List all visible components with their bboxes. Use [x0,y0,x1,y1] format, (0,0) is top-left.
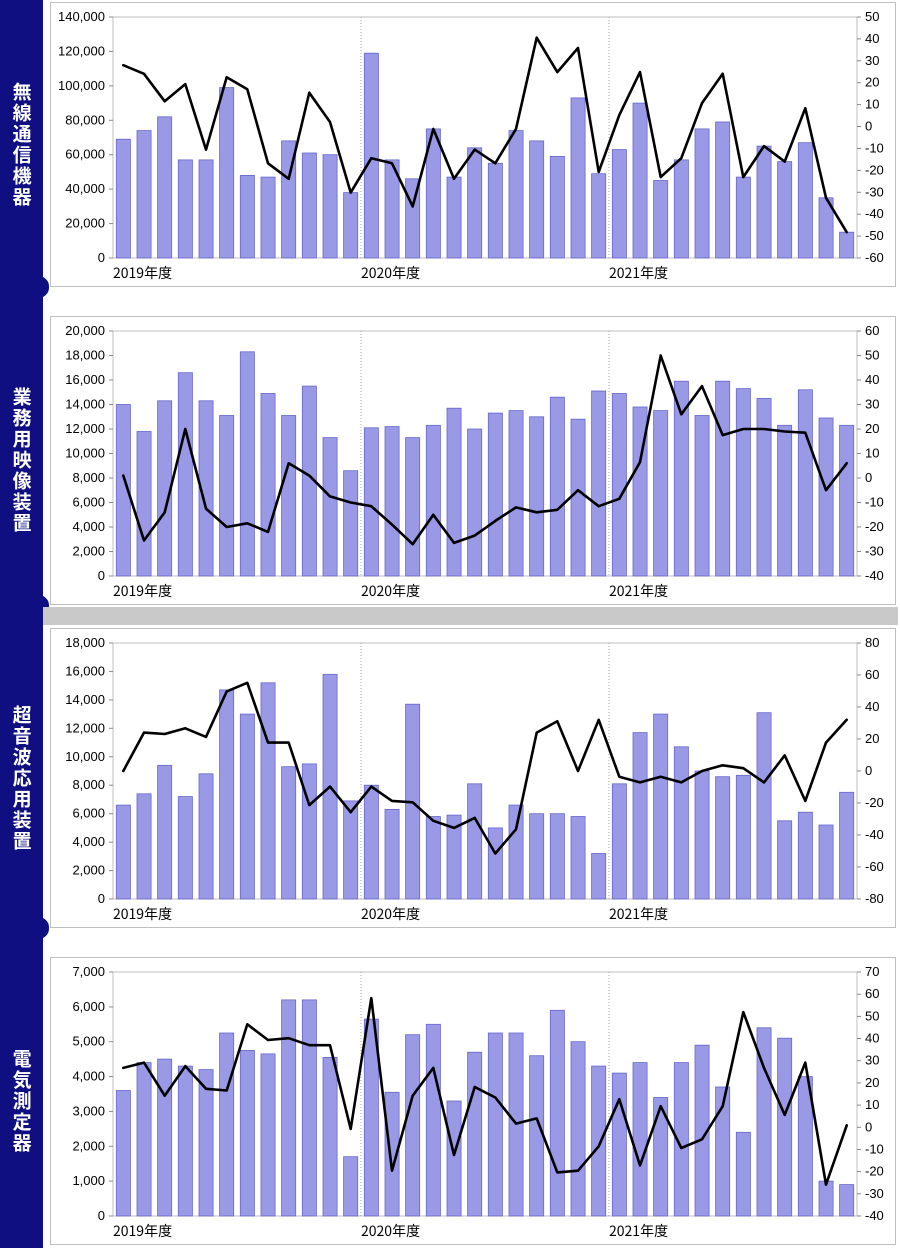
svg-text:-30: -30 [865,184,884,199]
svg-text:0: 0 [865,1119,872,1134]
svg-text:60,000: 60,000 [65,147,105,162]
svg-text:-30: -30 [865,1186,884,1201]
svg-text:4,000: 4,000 [72,834,105,849]
svg-text:140,000: 140,000 [58,9,105,24]
svg-text:2,000: 2,000 [72,1138,105,1153]
svg-text:-60: -60 [865,859,884,874]
svg-text:30: 30 [865,1053,879,1068]
svg-text:2,000: 2,000 [72,863,105,878]
svg-text:40: 40 [865,372,879,387]
svg-text:12,000: 12,000 [65,720,105,735]
svg-text:0: 0 [865,763,872,778]
svg-text:6,000: 6,000 [72,495,105,510]
svg-text:-40: -40 [865,568,884,583]
svg-text:2019年度: 2019年度 [113,904,172,924]
svg-text:10: 10 [865,1097,879,1112]
svg-text:80: 80 [865,635,879,650]
svg-text:70: 70 [865,964,879,979]
svg-text:5,000: 5,000 [72,1034,105,1049]
svg-text:2020年度: 2020年度 [361,581,420,601]
svg-text:8,000: 8,000 [72,470,105,485]
svg-text:2019年度: 2019年度 [113,1221,172,1241]
svg-text:14,000: 14,000 [65,692,105,707]
svg-text:-30: -30 [865,544,884,559]
svg-text:-20: -20 [865,1164,884,1179]
svg-text:0: 0 [865,119,872,134]
svg-text:50: 50 [865,1008,879,1023]
svg-text:20,000: 20,000 [65,216,105,231]
svg-text:40: 40 [865,31,879,46]
svg-text:40: 40 [865,699,879,714]
svg-text:0: 0 [865,470,872,485]
svg-text:120,000: 120,000 [58,43,105,58]
svg-text:-80: -80 [865,891,884,906]
svg-text:6,000: 6,000 [72,999,105,1014]
svg-text:60: 60 [865,986,879,1001]
svg-text:60: 60 [865,667,879,682]
svg-text:18,000: 18,000 [65,635,105,650]
svg-text:10,000: 10,000 [65,446,105,461]
svg-text:2020年度: 2020年度 [361,263,420,283]
svg-text:3,000: 3,000 [72,1103,105,1118]
svg-text:16,000: 16,000 [65,663,105,678]
svg-text:20: 20 [865,1075,879,1090]
svg-text:40: 40 [865,1031,879,1046]
svg-text:0: 0 [98,568,105,583]
svg-text:10,000: 10,000 [65,749,105,764]
svg-text:50: 50 [865,9,879,24]
svg-text:14,000: 14,000 [65,397,105,412]
svg-text:0: 0 [98,250,105,265]
svg-text:30: 30 [865,397,879,412]
svg-text:-20: -20 [865,162,884,177]
svg-text:20: 20 [865,731,879,746]
svg-text:60: 60 [865,323,879,338]
svg-text:-50: -50 [865,228,884,243]
svg-text:40,000: 40,000 [65,181,105,196]
svg-text:2020年度: 2020年度 [361,904,420,924]
svg-text:4,000: 4,000 [72,519,105,534]
svg-text:2021年度: 2021年度 [609,1221,668,1241]
svg-text:0: 0 [98,1208,105,1223]
svg-text:20,000: 20,000 [65,323,105,338]
svg-text:8,000: 8,000 [72,777,105,792]
svg-text:-60: -60 [865,250,884,265]
svg-text:2021年度: 2021年度 [609,904,668,924]
svg-text:-40: -40 [865,1208,884,1223]
svg-text:0: 0 [98,891,105,906]
svg-text:-40: -40 [865,827,884,842]
svg-text:20: 20 [865,421,879,436]
svg-text:30: 30 [865,53,879,68]
svg-text:2,000: 2,000 [72,544,105,559]
svg-text:80,000: 80,000 [65,112,105,127]
svg-text:-20: -20 [865,795,884,810]
svg-text:100,000: 100,000 [58,78,105,93]
svg-text:20: 20 [865,75,879,90]
svg-text:2021年度: 2021年度 [609,263,668,283]
svg-text:16,000: 16,000 [65,372,105,387]
svg-text:6,000: 6,000 [72,806,105,821]
svg-text:2019年度: 2019年度 [113,581,172,601]
svg-text:-40: -40 [865,206,884,221]
svg-text:-10: -10 [865,141,884,156]
svg-text:2019年度: 2019年度 [113,263,172,283]
svg-text:10: 10 [865,97,879,112]
svg-text:2020年度: 2020年度 [361,1221,420,1241]
svg-text:-10: -10 [865,1142,884,1157]
svg-text:18,000: 18,000 [65,348,105,363]
svg-text:50: 50 [865,348,879,363]
svg-text:2021年度: 2021年度 [609,581,668,601]
svg-text:4,000: 4,000 [72,1069,105,1084]
svg-text:1,000: 1,000 [72,1173,105,1188]
svg-text:7,000: 7,000 [72,964,105,979]
svg-text:-10: -10 [865,495,884,510]
svg-text:10: 10 [865,446,879,461]
svg-text:12,000: 12,000 [65,421,105,436]
svg-text:-20: -20 [865,519,884,534]
